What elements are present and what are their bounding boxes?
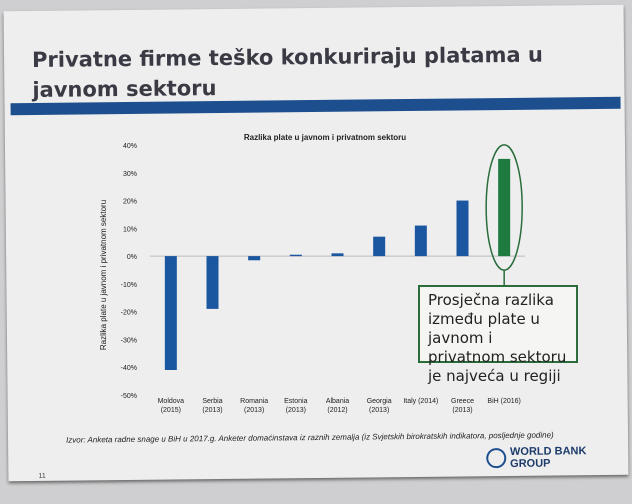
x-tick-label: Estonia (2013) [284,398,307,414]
y-tick-label: -50% [121,393,137,400]
bar [248,256,261,261]
y-axis-label: Razlika plate u javnom i privatnom sekto… [99,200,108,350]
bar [164,256,177,370]
y-tick-label: 20% [123,199,137,206]
y-tick-label: -10% [121,282,137,289]
bar [331,253,344,257]
bar [456,200,469,257]
x-tick-label: Greece (2013) [451,398,474,414]
bar [498,158,511,257]
bar [414,225,427,257]
bar [373,236,386,257]
y-tick-label: 40% [123,143,137,150]
x-tick-label: Romania (2013) [240,398,268,414]
y-tick-label: -20% [121,310,137,317]
x-tick-label: BiH (2016) [487,398,520,405]
x-tick-label: Serbia (2013) [202,398,222,414]
bar [289,254,302,257]
x-tick-label: Albania (2012) [326,398,349,414]
y-tick-label: -40% [121,365,137,372]
chart-title: Razlika plate u javnom i privatnom sekto… [244,133,406,142]
y-tick-label: 30% [123,171,137,178]
y-tick-label: 10% [123,226,137,233]
x-tick-label: Moldova (2015) [158,398,185,414]
bar [206,256,219,309]
x-tick-label: Italy (2014) [403,398,438,405]
callout-box: Prosječna razlika između plate u javnom … [418,285,578,385]
y-tick-label: 0% [127,254,137,261]
x-tick-label: Georgia (2013) [367,398,392,414]
y-tick-label: -30% [121,337,137,344]
